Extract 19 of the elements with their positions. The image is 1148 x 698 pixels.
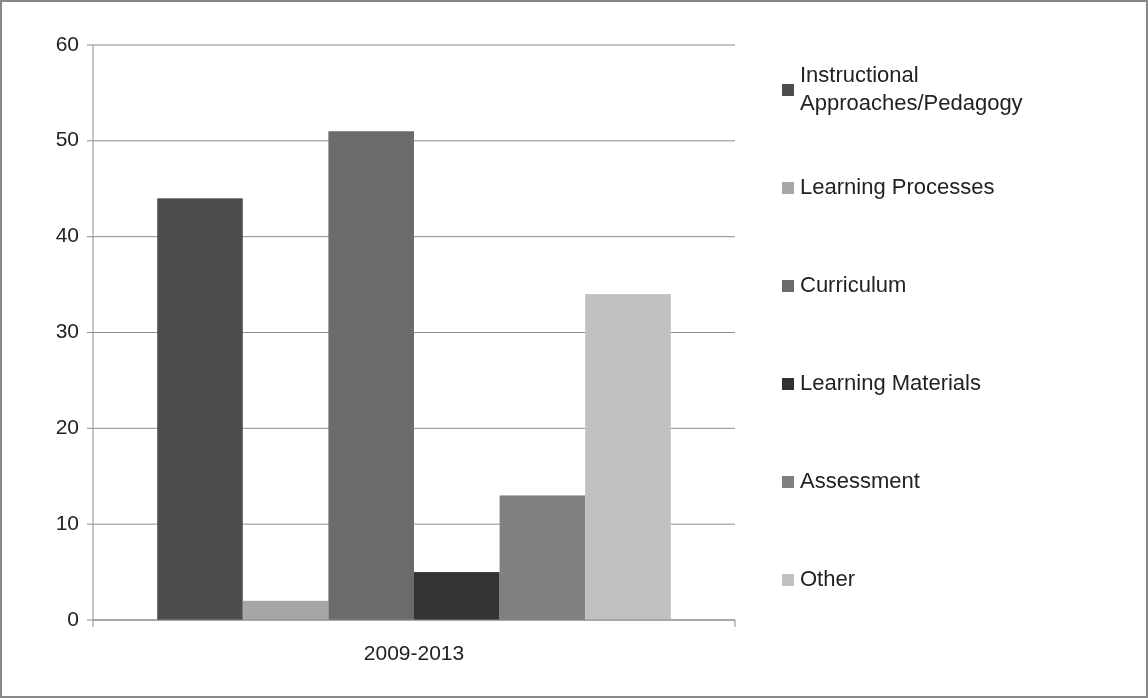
y-tick-label: 20 (55, 414, 79, 438)
legend-label: Learning Materials (800, 369, 981, 395)
y-tick-label: 60 (55, 31, 79, 55)
y-tick-label: 0 (67, 606, 79, 630)
legend-label: Learning Processes (800, 173, 995, 199)
y-tick-label: 30 (55, 319, 79, 343)
legend-label: Other (800, 565, 856, 591)
bar (242, 600, 329, 620)
legend-label: Curriculum (800, 271, 907, 297)
y-tick-label: 40 (55, 223, 79, 247)
y-tick-label: 50 (55, 127, 79, 151)
bar (157, 198, 243, 620)
bar (585, 294, 671, 620)
x-tick-label: 2009-2013 (363, 641, 465, 664)
legend-label: Instructional Approaches/Pedagogy (800, 61, 1023, 115)
y-tick-label: 10 (55, 510, 79, 534)
legend-label: Assessment (800, 467, 920, 493)
bar (414, 572, 500, 620)
bar (328, 131, 414, 620)
